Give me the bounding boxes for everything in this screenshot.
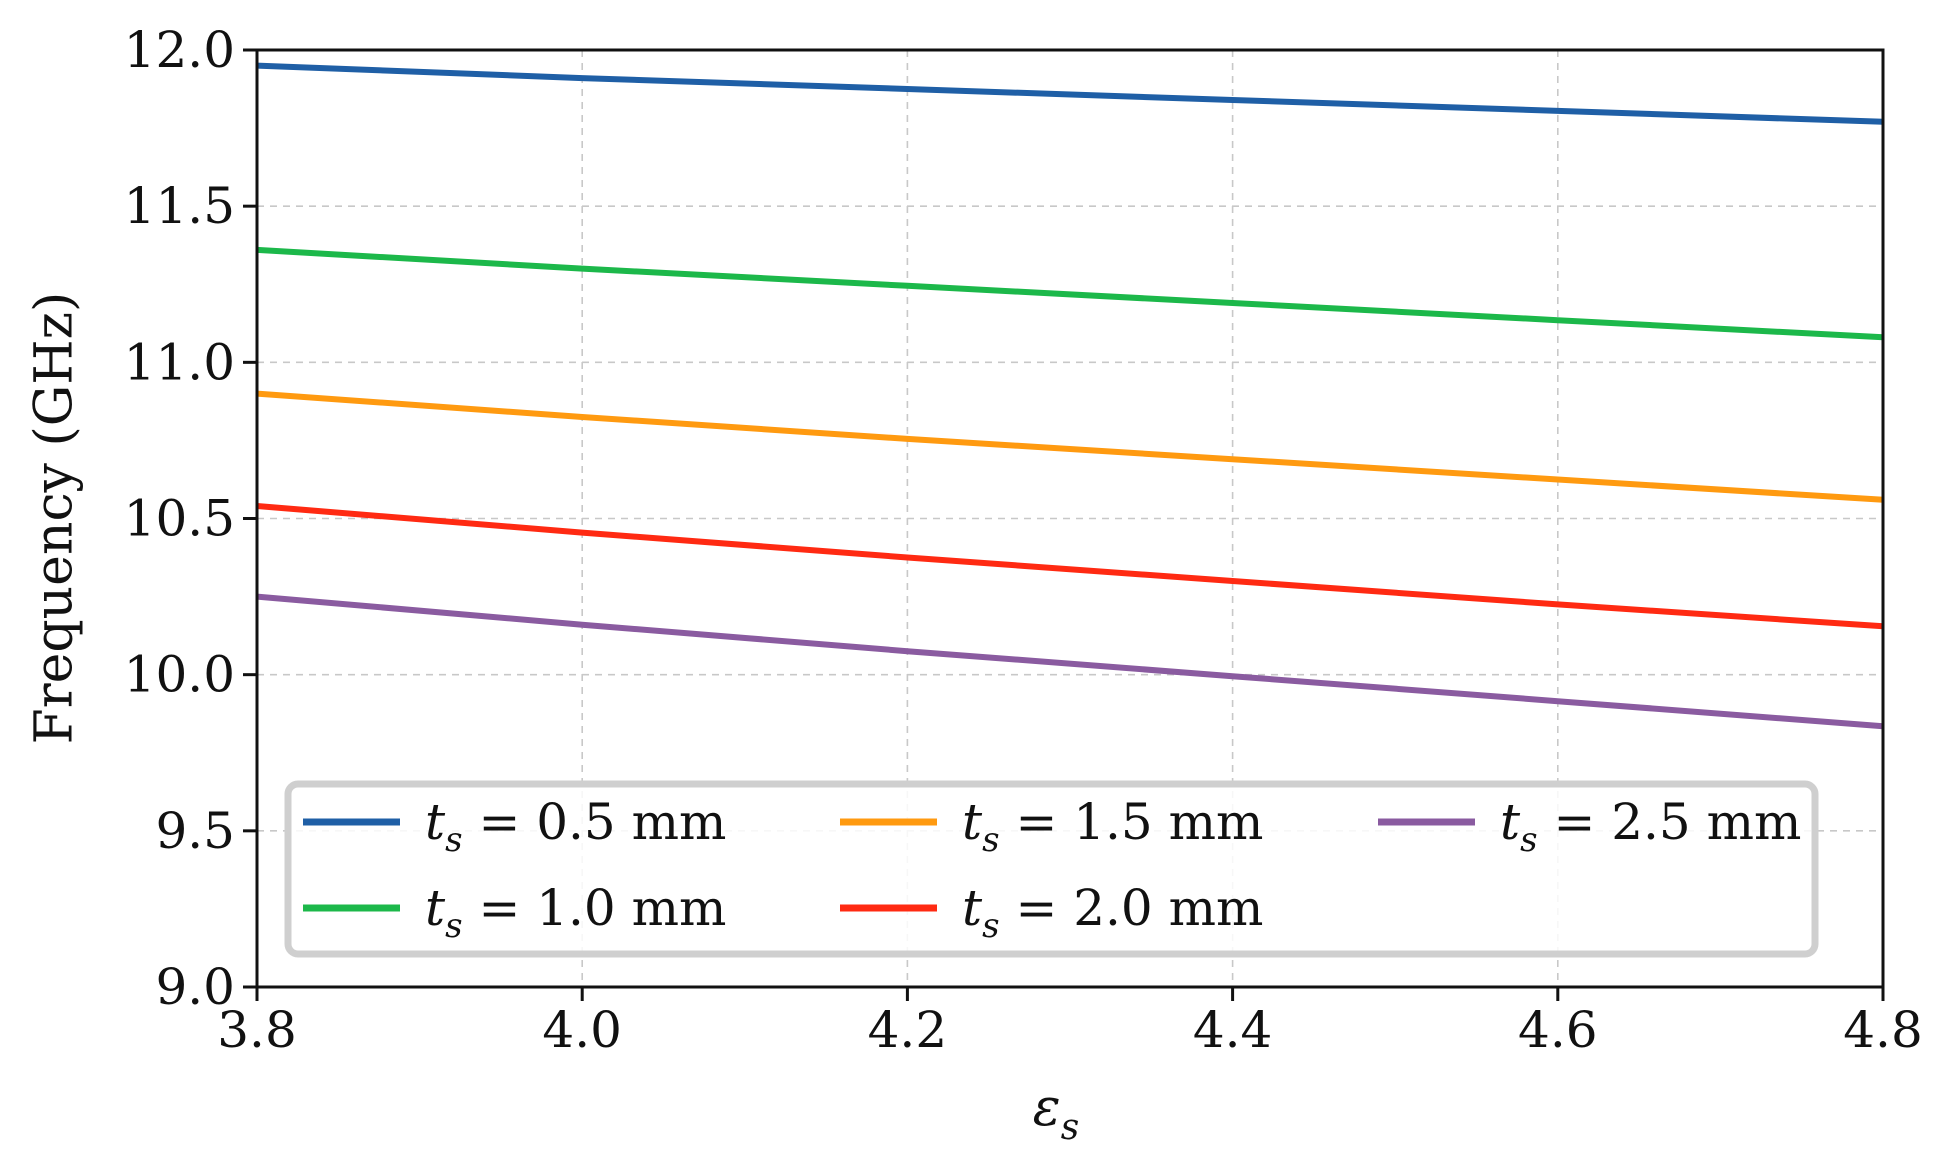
legend-label: ts = 2.0 mm — [962, 879, 1263, 946]
y-tick-label: 9.5 — [155, 802, 235, 860]
legend-label: ts = 2.5 mm — [1500, 793, 1801, 860]
legend-entry: ts = 2.5 mm — [1378, 793, 1801, 860]
series-line-1-0mm — [256, 246, 1884, 341]
legend-entry: ts = 1.0 mm — [303, 879, 726, 946]
y-tick-label: 10.0 — [124, 646, 235, 704]
y-tick-label: 11.5 — [124, 177, 235, 235]
x-tick-label: 3.8 — [217, 1001, 297, 1059]
legend: ts = 0.5 mm ts = 1.0 mm ts = 1.5 mm ts = 2.… — [284, 780, 1819, 958]
y-tick-label: 12.0 — [124, 21, 235, 79]
series-line-2-0mm — [256, 503, 1884, 630]
x-tick-label: 4.8 — [1843, 1001, 1923, 1059]
legend-label: ts = 1.0 mm — [425, 879, 726, 946]
series-line-2-5mm — [256, 593, 1884, 730]
series-line-1-5mm — [256, 390, 1884, 503]
legend-box — [284, 780, 1819, 958]
x-axis-title-symbol: ε — [1033, 1078, 1061, 1138]
x-axis-title-subscript: s — [1061, 1107, 1079, 1148]
x-axis-title: εs — [1033, 1078, 1079, 1148]
series-lines — [256, 62, 1884, 730]
legend-entry: ts = 1.5 mm — [840, 793, 1263, 860]
y-tick-label: 11.0 — [124, 333, 235, 391]
x-tick-label: 4.4 — [1193, 1001, 1273, 1059]
x-tick-label: 4.0 — [542, 1001, 622, 1059]
series-line-0-5mm — [256, 62, 1884, 125]
y-tick-label: 10.5 — [124, 490, 235, 548]
y-tick-label: 9.0 — [155, 958, 235, 1016]
legend-label: ts = 0.5 mm — [425, 793, 726, 860]
axis-ticks: 3.8 4.0 4.2 4.4 4.6 4.8 9.0 9.5 10.0 10.5 11.0 11.5… — [124, 21, 1923, 1059]
legend-entry: ts = 2.0 mm — [840, 879, 1263, 946]
legend-label: ts = 1.5 mm — [962, 793, 1263, 860]
y-axis-title: Frequency (GHz) — [25, 292, 85, 745]
legend-entry: ts = 0.5 mm — [303, 793, 726, 860]
x-tick-label: 4.2 — [868, 1001, 948, 1059]
x-tick-label: 4.6 — [1518, 1001, 1598, 1059]
